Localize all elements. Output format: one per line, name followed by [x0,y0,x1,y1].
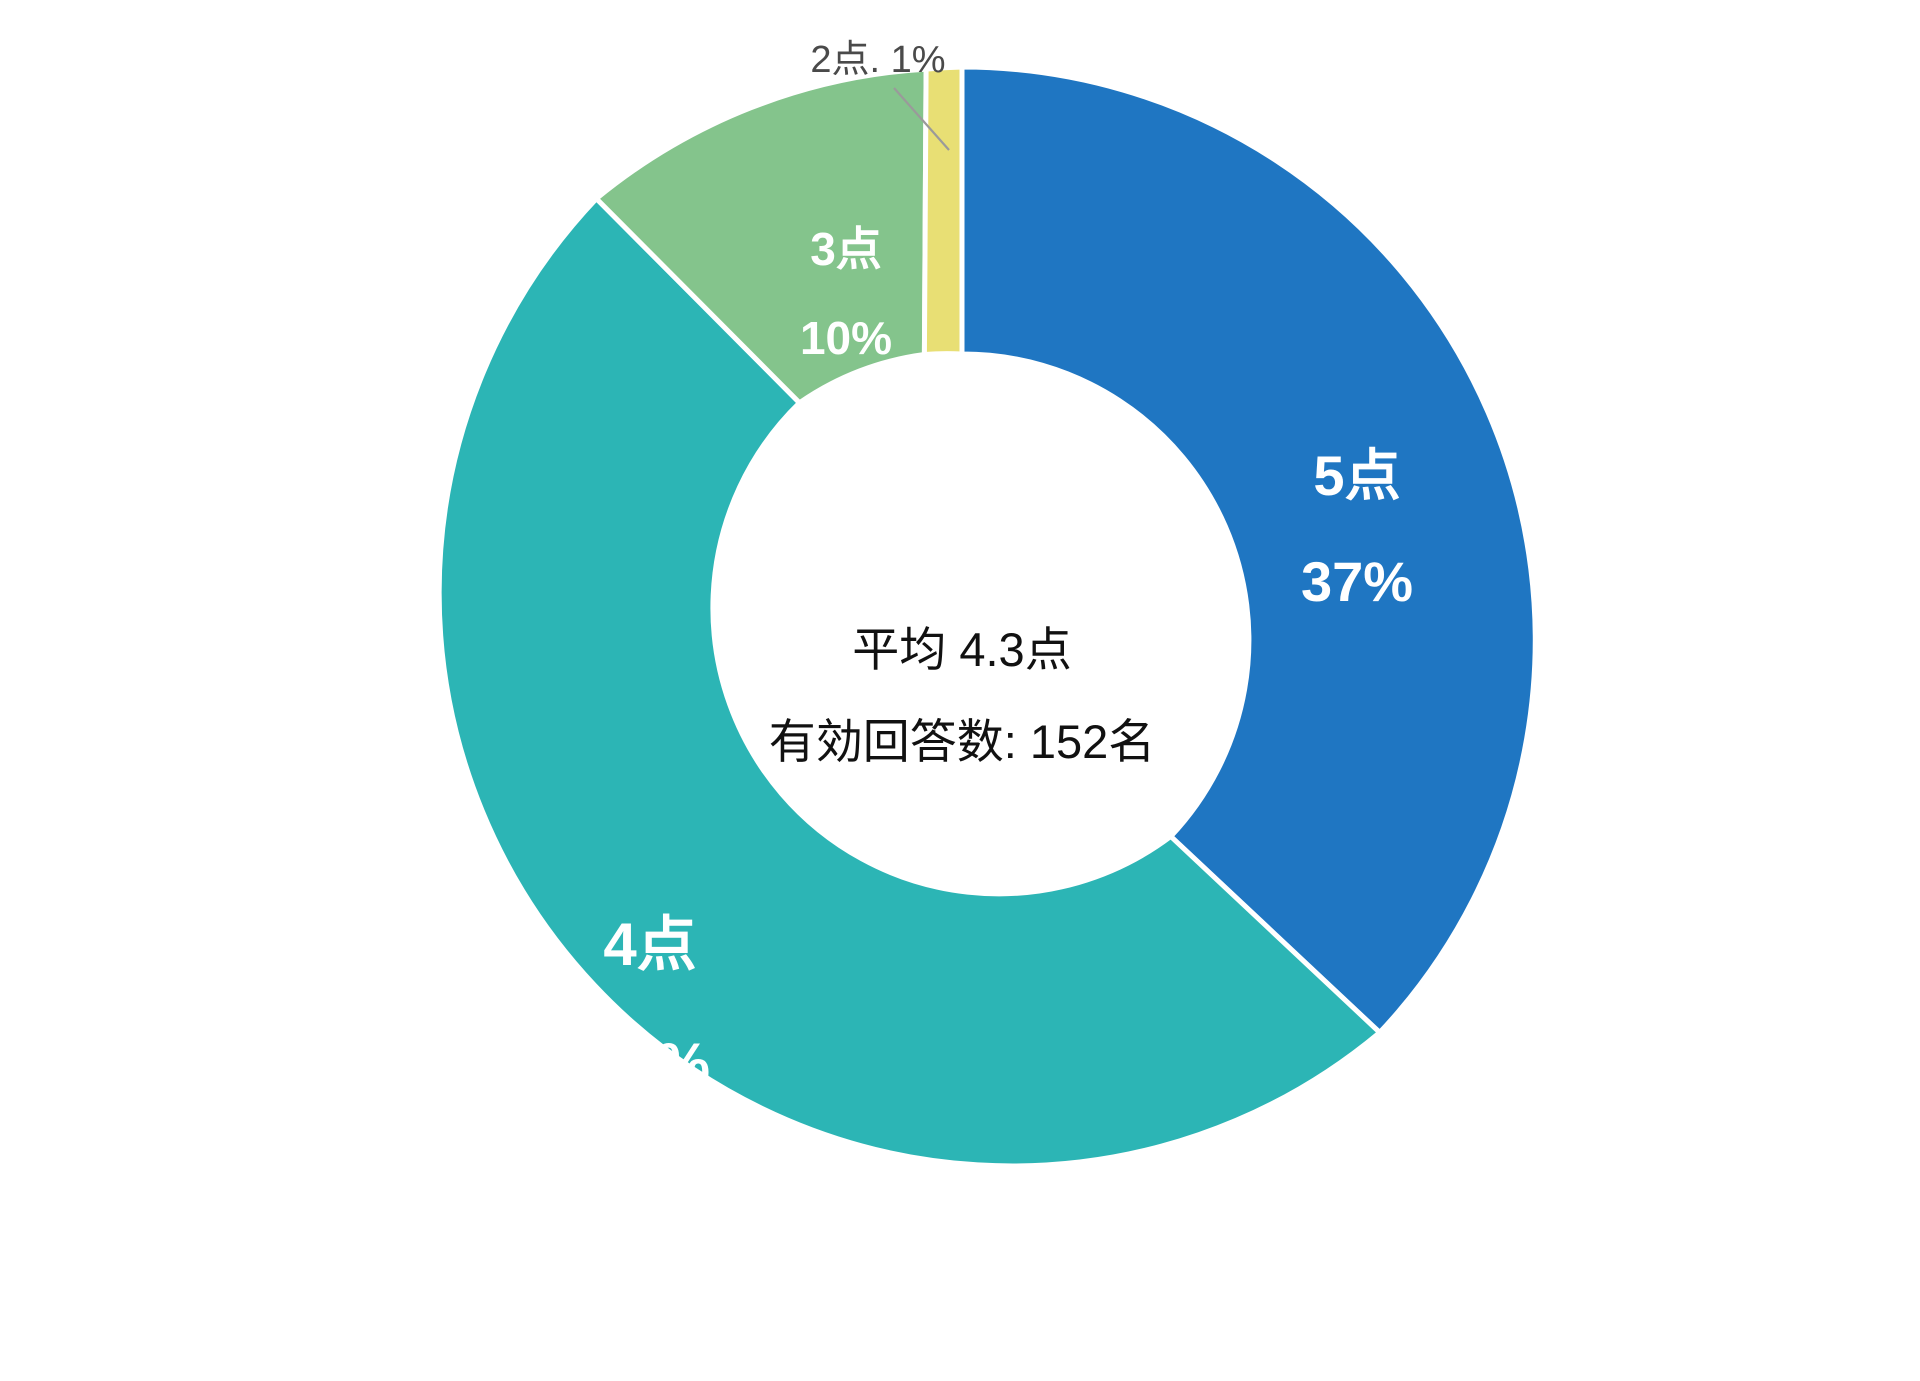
slice-label-3ten: 3点 10% [800,223,892,364]
slice-label-3ten-value: 10% [800,312,892,364]
slice-label-5ten-value: 37% [1301,550,1413,613]
slice-label-4ten: 4点 52% [590,911,710,1098]
slice-label-3ten-name: 3点 [810,223,882,275]
callout-leader-line-2ten [893,87,950,151]
slice-label-4ten-name: 4点 [603,911,696,978]
center-average-text: 平均 4.3点 [852,623,1071,676]
center-responses-text: 有効回答数: 152名 [769,715,1156,768]
slice-label-5ten-name: 5点 [1313,444,1400,507]
slice-label-4ten-value: 52% [590,1031,710,1098]
slice-5ten-blue[interactable] [959,64,1538,1035]
callout-label-2ten: 2点. 1% [810,39,945,81]
slice-4ten-teal[interactable] [436,196,1383,1169]
slice-3ten-green[interactable] [593,66,929,406]
slice-2ten-yellow[interactable] [921,64,965,357]
slice-label-5ten: 5点 37% [1301,444,1413,613]
